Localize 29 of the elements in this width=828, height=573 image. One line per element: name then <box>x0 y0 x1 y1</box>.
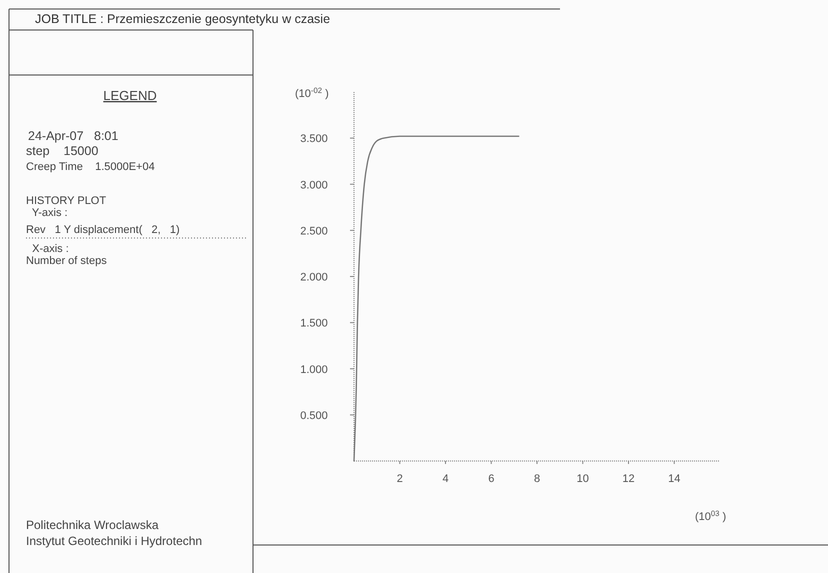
y-tick-label: 0.500 <box>300 410 328 422</box>
x-tick-label: 4 <box>442 473 449 485</box>
text: Number of steps <box>26 255 108 267</box>
x-tick-label: 8 <box>534 473 540 485</box>
y-tick-label: 2.500 <box>300 225 328 238</box>
text: step 15000 <box>26 144 98 158</box>
text: 24-Apr-07 8:01 <box>28 129 118 143</box>
x-tick-label: 10 <box>576 473 589 485</box>
y-tick-label: 1.500 <box>300 318 328 330</box>
text: Politechnika Wroclawska <box>26 518 159 532</box>
x-tick-label: 14 <box>668 473 680 485</box>
text: Instytut Geotechniki i Hydrotechn <box>26 534 202 548</box>
y-tick-label: 3.000 <box>300 179 328 192</box>
text: LEGEND <box>103 88 157 103</box>
y-tick-label: 3.500 <box>300 133 328 146</box>
text: Y-axis : <box>26 207 68 219</box>
y-tick-label: 2.000 <box>300 272 328 284</box>
x-tick-label: 2 <box>396 473 403 485</box>
text: HISTORY PLOT <box>26 195 106 207</box>
line-series <box>353 136 520 462</box>
y-axis-title: (10$^{-02}$ ) <box>295 86 329 100</box>
x-tick-label: 6 <box>488 473 494 485</box>
text: X-axis : <box>26 243 69 255</box>
y-tick-label: 1.000 <box>300 364 328 376</box>
text: JOB TITLE : Przemieszczenie geosyntetyku w czasie <box>35 12 330 26</box>
text: Rev 1 Y displacement( 2, 1) <box>26 224 180 236</box>
text: Creep Time 1.5000E+04 <box>26 161 155 173</box>
x-axis-title: (10$^{03}$ ) <box>695 508 726 523</box>
x-tick-label: 12 <box>622 473 635 485</box>
